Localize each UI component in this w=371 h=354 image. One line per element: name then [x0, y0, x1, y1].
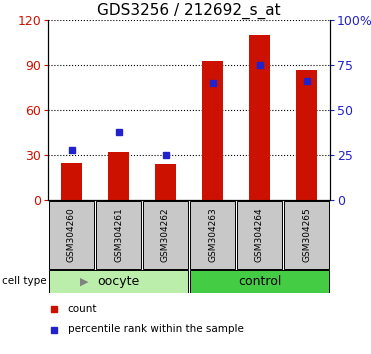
Text: GSM304263: GSM304263 [208, 208, 217, 262]
Bar [155, 164, 176, 200]
Bar [190, 270, 329, 292]
Bar [108, 152, 129, 200]
Text: GSM304261: GSM304261 [114, 208, 123, 262]
Text: ▶: ▶ [80, 276, 88, 286]
Bar [284, 201, 329, 269]
Text: GSM304265: GSM304265 [302, 208, 311, 262]
Bar [190, 201, 235, 269]
Text: oocyte: oocyte [97, 275, 139, 288]
Bar [61, 162, 82, 200]
Bar [237, 201, 282, 269]
Text: GSM304260: GSM304260 [67, 208, 76, 262]
Bar [249, 35, 270, 200]
Bar [49, 270, 188, 292]
Text: GSM304262: GSM304262 [161, 208, 170, 262]
Text: percentile rank within the sample: percentile rank within the sample [68, 325, 244, 335]
Text: control: control [238, 275, 281, 288]
Text: count: count [68, 303, 97, 314]
Text: cell type: cell type [2, 276, 46, 286]
Bar [49, 201, 94, 269]
Bar [143, 201, 188, 269]
Text: GSM304264: GSM304264 [255, 208, 264, 262]
Bar [96, 201, 141, 269]
Bar [296, 69, 317, 200]
Title: GDS3256 / 212692_s_at: GDS3256 / 212692_s_at [97, 2, 281, 19]
Bar [202, 61, 223, 200]
